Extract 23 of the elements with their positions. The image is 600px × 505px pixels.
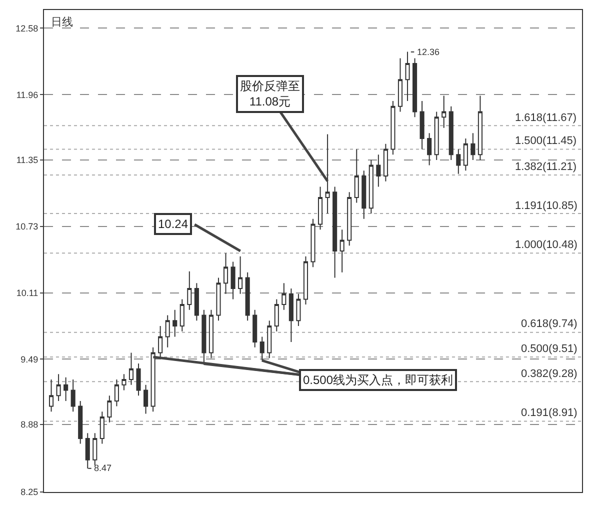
ref-line-label: 1.618(11.67) — [515, 112, 577, 124]
ref-line-label: 1.000(10.48) — [515, 239, 578, 251]
y-tick-label: 9.49 — [20, 354, 38, 364]
y-tick-label: 8.25 — [20, 487, 38, 498]
ref-line-label: 1.382(11.21) — [515, 161, 577, 173]
ref-line-label: 1.500(11.45) — [515, 135, 577, 147]
y-tick-label: 11.35 — [16, 155, 38, 166]
annotation: 8.47 — [94, 463, 112, 473]
ref-line-label: 0.500(9.51) — [521, 343, 578, 355]
y-tick-label: 10.11 — [16, 288, 38, 298]
annotation: 12.36 — [417, 47, 440, 57]
annotation: 0.500线为买入点，即可获利 — [303, 373, 454, 387]
y-tick-label: 12.58 — [16, 23, 38, 34]
annotation: 股价反弹至 11.08元 — [240, 79, 300, 109]
text: 日线 — [51, 15, 73, 28]
y-tick-label: 10.73 — [16, 222, 38, 232]
ref-line-label: 1.191(10.85) — [515, 200, 578, 212]
y-tick-label: 8.88 — [20, 420, 38, 430]
ref-line-label: 0.191(8.91) — [521, 407, 578, 419]
ref-line-label: 0.618(9.74) — [521, 318, 578, 330]
ref-line-label: 0.382(9.28) — [521, 368, 578, 380]
y-tick-label: 11.96 — [16, 90, 38, 100]
annotation: 10.24 — [158, 217, 188, 231]
